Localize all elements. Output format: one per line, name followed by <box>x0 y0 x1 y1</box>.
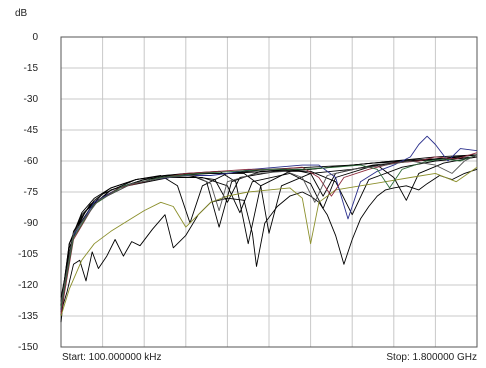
series-line <box>60 154 478 304</box>
y-tick-labels: 0 -15 -30 -45 -60 -75 -90 -105 -120 -135 -150 <box>18 32 38 353</box>
series-line <box>60 168 478 313</box>
y-tick-label: -105 <box>18 249 38 260</box>
y-tick-label: -90 <box>24 218 39 229</box>
y-tick-label: -60 <box>24 156 39 167</box>
grid <box>61 37 477 347</box>
stop-frequency-label: Stop: 1.800000 GHz <box>386 352 477 363</box>
series-layer <box>60 135 478 323</box>
series-line <box>60 156 478 306</box>
y-tick-label: -45 <box>24 125 39 136</box>
plot-border <box>60 36 478 348</box>
start-frequency-label: Start: 100.000000 kHz <box>62 352 162 363</box>
series-line <box>60 152 478 314</box>
series-line <box>60 154 478 308</box>
y-tick-label: -15 <box>24 63 39 74</box>
y-tick-label: -30 <box>24 94 39 105</box>
y-tick-label: -75 <box>24 187 39 198</box>
y-tick-label: 0 <box>32 32 38 43</box>
y-axis-label: dB <box>15 8 28 19</box>
y-tick-label: -135 <box>18 311 38 322</box>
y-tick-label: -150 <box>18 342 38 353</box>
y-tick-label: -120 <box>18 280 38 291</box>
series-line <box>60 166 478 317</box>
